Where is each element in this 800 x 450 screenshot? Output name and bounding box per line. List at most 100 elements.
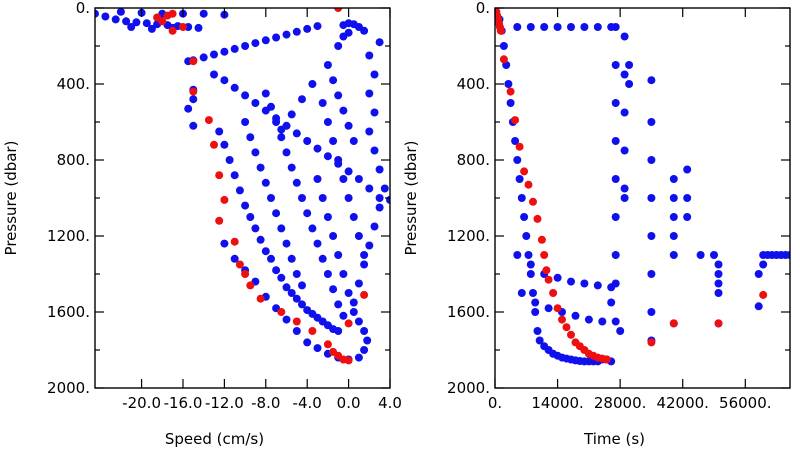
chart-0-series-0-point-122 (282, 148, 291, 157)
chart-1-series-0-point-58 (647, 232, 656, 240)
chart-1-series-0-point-96 (513, 251, 522, 259)
chart-1-series-0-point-72 (710, 251, 718, 259)
chart-0-series-1-point-12 (215, 216, 224, 225)
chart-1-series-0-point-86 (759, 260, 768, 269)
chart-0-series-0-point-131 (329, 285, 338, 294)
chart-0-series-0-point-63 (251, 224, 260, 233)
chart-1-y-tick-label-1: 400. (457, 75, 490, 93)
chart-0-series-0-point-138 (261, 178, 270, 187)
chart-0-series-0-point-149 (339, 106, 348, 115)
chart-0-series-0-point-163 (360, 251, 369, 259)
chart-1-series-1-point-10 (515, 142, 524, 151)
speed-x-axis-title: Speed (cm/s) (165, 430, 264, 448)
chart-0-series-1-point-5 (168, 26, 177, 35)
chart-0-series-0-point-70 (287, 289, 296, 297)
chart-0-series-0-point-142 (282, 239, 291, 248)
chart-0-series-0-point-0 (95, 9, 99, 18)
chart-0-series-1-point-6 (189, 57, 198, 66)
chart-0-series-0-point-60 (235, 186, 244, 195)
chart-1-series-0-point-108 (571, 311, 580, 320)
chart-0-series-0-point-56 (215, 127, 224, 136)
chart-0-series-0-point-1 (101, 12, 110, 21)
chart-1-series-0-point-16 (531, 308, 540, 316)
chart-0-series-0-point-2 (111, 15, 120, 24)
chart-0-series-0-point-42 (251, 99, 260, 107)
chart-0-series-1-point-10 (215, 171, 224, 180)
chart-1-series-0-point-64 (669, 213, 678, 221)
chart-1-series-0-point-4 (504, 80, 513, 88)
chart-0-y-tick-label-5: 2000. (47, 379, 90, 397)
chart-0-x-tick-label-5: 0.0 (337, 394, 361, 412)
chart-1-x-tick-label-1: 14000. (531, 394, 584, 412)
chart-1-series-0-point-109 (584, 315, 593, 324)
chart-0-series-1-point-4 (179, 23, 187, 31)
chart-1-series-0-point-91 (553, 23, 562, 31)
chart-0-series-0-point-53 (365, 184, 374, 193)
chart-1-series-1-point-22 (562, 323, 571, 332)
speed-pressure-plot-area (95, 8, 390, 365)
chart-0-series-0-point-25 (230, 44, 239, 53)
chart-0-series-0-point-29 (272, 33, 281, 42)
chart-1-series-1-point-33 (669, 319, 678, 328)
chart-1-series-0-point-89 (526, 23, 535, 31)
chart-0-series-0-point-133 (339, 311, 348, 320)
chart-0-series-0-point-121 (277, 133, 286, 142)
chart-0-series-0-point-112 (375, 38, 384, 47)
chart-0-series-0-point-156 (323, 118, 332, 126)
chart-1-series-0-point-88 (513, 23, 522, 31)
chart-0-series-0-point-110 (370, 70, 379, 79)
chart-1-series-0-point-8 (513, 156, 522, 164)
chart-1-series-1-point-17 (542, 266, 551, 275)
chart-1-series-0-point-15 (529, 289, 537, 297)
chart-0-series-0-point-81 (230, 254, 239, 263)
chart-0-series-1-point-21 (323, 340, 332, 349)
chart-0-series-0-point-35 (189, 95, 198, 104)
chart-0-series-0-point-124 (292, 178, 301, 187)
chart-0-series-0-point-48 (313, 144, 322, 153)
chart-0-series-0-point-127 (308, 224, 317, 233)
time-pressure-ticks (494, 7, 790, 389)
chart-1-y-tick-label-2: 800. (457, 151, 490, 169)
chart-1-series-0-point-36 (611, 61, 620, 69)
chart-0-series-0-point-174 (344, 289, 353, 297)
chart-0-series-0-point-104 (380, 184, 389, 193)
chart-1-series-0-point-73 (714, 260, 723, 269)
chart-1-series-1-point-20 (553, 304, 562, 313)
chart-1-series-1-point-8 (506, 87, 515, 96)
chart-0-series-0-point-59 (230, 171, 239, 180)
chart-0-series-0-point-88 (303, 338, 312, 347)
chart-1-series-1-point-34 (714, 319, 723, 328)
chart-0-series-0-point-106 (370, 146, 379, 155)
chart-1-series-0-point-41 (611, 251, 620, 259)
chart-1-series-1-point-15 (537, 235, 546, 244)
chart-0-series-0-point-61 (241, 201, 250, 210)
chart-0-series-1-point-16 (246, 281, 255, 290)
chart-1-series-1-point-7 (499, 55, 508, 64)
chart-1-series-0-point-38 (611, 137, 620, 145)
chart-0-series-0-point-107 (365, 127, 374, 136)
chart-1-series-0-point-62 (669, 175, 678, 183)
chart-0-series-0-point-123 (287, 163, 296, 172)
chart-0-series-0-point-130 (323, 270, 332, 278)
chart-1-series-0-point-49 (620, 146, 629, 155)
chart-1-series-0-point-59 (647, 270, 656, 278)
chart-0-series-0-point-46 (292, 129, 301, 138)
chart-0-series-0-point-51 (344, 167, 353, 176)
chart-0-series-0-point-103 (375, 203, 384, 212)
chart-1-series-0-point-11 (520, 213, 529, 221)
chart-1-series-0-point-52 (625, 61, 634, 69)
chart-1-series-0-point-93 (580, 23, 589, 31)
chart-1-series-0-point-69 (683, 194, 692, 202)
chart-1-series-1-point-31 (602, 355, 611, 364)
chart-1-series-0-point-46 (620, 32, 629, 41)
chart-0-series-0-point-71 (292, 294, 301, 303)
chart-0-series-0-point-32 (303, 24, 312, 33)
chart-1-series-0-point-10 (517, 194, 526, 202)
chart-1-series-0-point-99 (553, 273, 562, 282)
chart-0-series-1-point-27 (360, 290, 369, 299)
chart-0-series-0-point-171 (329, 232, 338, 240)
chart-0-series-0-point-40 (230, 83, 239, 92)
chart-0-series-0-point-169 (318, 194, 327, 202)
chart-1-series-0-point-100 (567, 277, 575, 286)
chart-1-series-1-point-35 (759, 290, 768, 299)
